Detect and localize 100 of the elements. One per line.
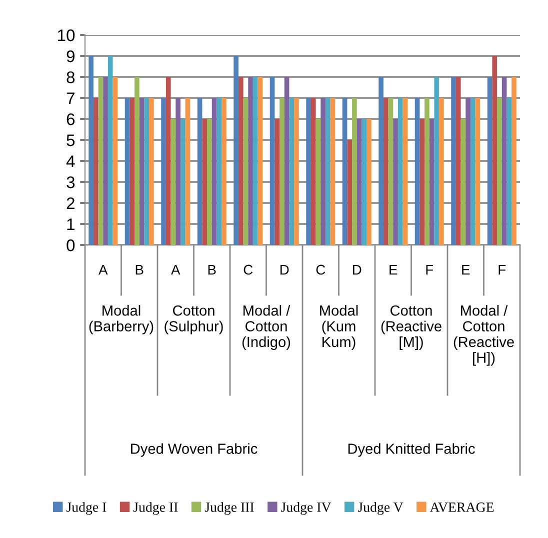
bar xyxy=(112,77,118,245)
y-tick-label: 5 xyxy=(66,134,75,146)
text: Dyed Knitted Fabric xyxy=(348,443,475,457)
bar xyxy=(289,98,294,245)
bar xyxy=(284,77,290,245)
y-tick-label: 1 xyxy=(67,218,74,230)
bar xyxy=(216,98,222,245)
bar xyxy=(352,98,357,245)
bar xyxy=(243,98,248,245)
bar xyxy=(248,77,253,245)
y-tick-label: 0 xyxy=(66,239,75,252)
y-tick-label: 9 xyxy=(66,50,74,62)
x-tick-label: F xyxy=(498,264,506,275)
text: Dyed Woven Fabric xyxy=(131,443,258,457)
bar xyxy=(460,119,466,245)
x-tick-label: A xyxy=(171,264,180,275)
bar xyxy=(502,77,507,245)
legend-label: Judge V xyxy=(358,502,404,515)
bar xyxy=(124,98,130,245)
bar xyxy=(388,98,394,245)
bar xyxy=(456,77,461,245)
bar xyxy=(429,119,434,245)
bar xyxy=(103,77,108,245)
bar xyxy=(130,98,135,245)
x-tick-label: B xyxy=(208,264,216,275)
x-tick-label: F xyxy=(426,264,434,275)
legend-label: Judge IV xyxy=(281,502,332,515)
bar xyxy=(414,98,420,245)
bar xyxy=(202,119,208,245)
bar xyxy=(325,98,330,245)
bar xyxy=(207,119,212,245)
bar xyxy=(366,119,372,245)
bar xyxy=(356,119,362,245)
x-tick-label: C xyxy=(244,264,253,275)
text: Modal / Cotton (Indigo) xyxy=(242,305,290,350)
bar xyxy=(166,77,171,245)
bar xyxy=(506,98,512,245)
bar xyxy=(98,77,104,245)
legend-label: Judge III xyxy=(204,502,254,515)
bar xyxy=(451,77,456,245)
bar xyxy=(424,98,430,245)
x-tick-label: D xyxy=(353,264,362,275)
bar xyxy=(270,77,275,245)
bar xyxy=(252,77,258,245)
x-tick-label: E xyxy=(462,264,470,275)
y-tick-label: 4 xyxy=(66,156,75,168)
bar xyxy=(144,98,150,245)
bar xyxy=(274,119,280,245)
y-tick-label: 7 xyxy=(66,92,74,104)
text: Modal (Barberry) xyxy=(89,305,154,334)
text: Cotton (Reactive [M]) xyxy=(381,305,442,350)
bar xyxy=(258,77,263,245)
y-tick-label: 2 xyxy=(66,197,74,210)
bar xyxy=(108,56,113,245)
bar xyxy=(180,119,186,245)
bar xyxy=(185,98,190,245)
bar xyxy=(398,98,403,245)
text: Modal / Cotton (Reactive [H]) xyxy=(454,305,514,366)
bar xyxy=(134,77,140,245)
bar xyxy=(161,98,166,245)
x-tick-label: A xyxy=(98,264,108,275)
bar xyxy=(212,98,217,245)
bar xyxy=(347,140,352,245)
bar xyxy=(88,56,94,245)
bar xyxy=(310,98,316,245)
bar xyxy=(316,119,321,245)
bar xyxy=(434,77,440,245)
bar xyxy=(378,77,384,245)
bar xyxy=(362,119,367,245)
bar xyxy=(149,98,154,245)
legend-label: AVERAGE xyxy=(430,502,494,512)
x-tick-label: E xyxy=(390,264,398,275)
bar xyxy=(238,77,244,245)
y-tick-label: 8 xyxy=(66,71,75,84)
text: Cotton (Sulphur) xyxy=(164,305,223,334)
bar xyxy=(93,98,98,245)
x-tick-label: D xyxy=(280,264,289,275)
bar xyxy=(320,98,326,245)
bar xyxy=(393,119,398,245)
x-tick-label: C xyxy=(316,264,326,275)
bar xyxy=(197,98,202,245)
legend-label: Judge I xyxy=(66,502,106,515)
bar xyxy=(222,98,226,245)
y-tick-label: 10 xyxy=(58,29,75,42)
x-tick-label: B xyxy=(136,264,144,275)
bar xyxy=(439,98,444,245)
bar xyxy=(342,98,348,245)
bar xyxy=(234,56,238,245)
bar xyxy=(497,98,502,245)
bar xyxy=(170,119,176,245)
bar xyxy=(139,98,144,245)
bar xyxy=(280,98,284,245)
bar xyxy=(512,77,516,245)
bar xyxy=(492,56,498,245)
bar xyxy=(330,98,336,245)
bar xyxy=(176,98,180,245)
y-tick-label: 6 xyxy=(66,113,75,126)
bar xyxy=(402,98,408,245)
bar xyxy=(420,119,425,245)
bar xyxy=(306,98,311,245)
